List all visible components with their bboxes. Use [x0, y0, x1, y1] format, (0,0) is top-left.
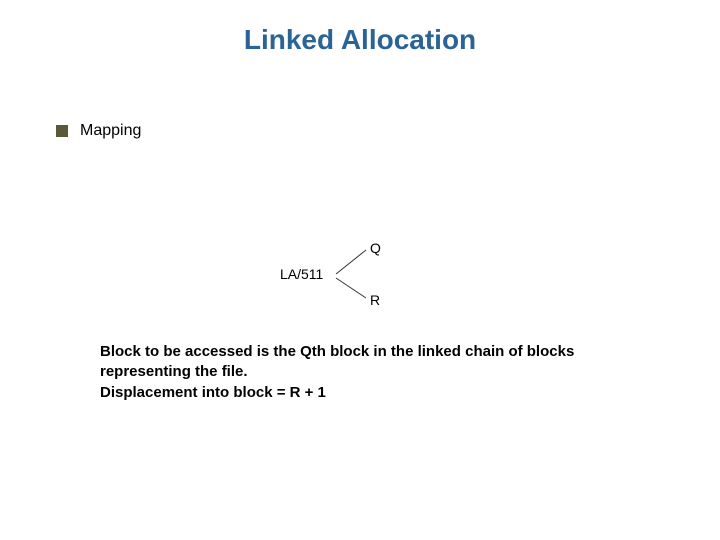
- bullet-label: Mapping: [80, 122, 141, 140]
- mapping-diagram: LA/511 Q R: [280, 240, 400, 310]
- square-bullet-icon: [56, 125, 68, 137]
- bullet-row: Mapping: [56, 122, 141, 140]
- body-line3: Displacement into block = R + 1: [100, 384, 326, 401]
- body-line2: representing the file.: [100, 363, 248, 380]
- diagram-lines-icon: [280, 240, 400, 310]
- slide-title: Linked Allocation: [0, 24, 720, 56]
- body-text: Block to be accessed is the Qth block in…: [100, 342, 660, 403]
- body-line1: Block to be accessed is the Qth block in…: [100, 343, 574, 360]
